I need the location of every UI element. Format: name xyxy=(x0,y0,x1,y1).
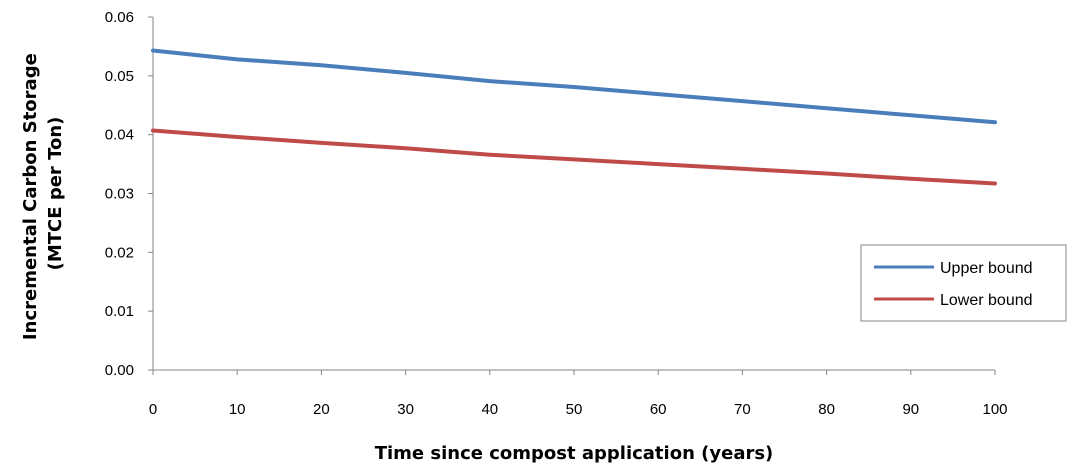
legend: Upper bound Lower bound xyxy=(860,244,1067,322)
x-tick-label: 60 xyxy=(650,401,667,418)
x-tick-label: 80 xyxy=(818,401,835,418)
x-tick-label: 40 xyxy=(481,401,498,418)
y-axis-title-line-1: Incremental Carbon Storage xyxy=(20,53,41,340)
series-line-upper-bound xyxy=(151,48,997,125)
y-tick-label: 0.03 xyxy=(105,186,134,203)
x-tick-label: 20 xyxy=(313,401,330,418)
y-axis-title-line-2: (MTCE per Ton) xyxy=(45,117,66,271)
x-tick-label: 10 xyxy=(229,401,246,418)
y-tick-label: 0.00 xyxy=(105,362,134,379)
legend-box xyxy=(860,244,1067,322)
x-tick-label: 100 xyxy=(982,401,1007,418)
x-axis-title: Time since compost application (years) xyxy=(375,443,774,464)
y-tick-label: 0.06 xyxy=(105,9,134,26)
legend-label-upper-bound: Upper bound xyxy=(940,260,1033,277)
legend-label-lower-bound: Lower bound xyxy=(940,292,1033,309)
series-line-lower-bound xyxy=(151,128,997,186)
y-tick-label: 0.05 xyxy=(105,68,134,85)
series-lines xyxy=(151,48,997,186)
y-tick-label: 0.01 xyxy=(105,303,134,320)
x-tick-label: 30 xyxy=(397,401,414,418)
x-tick-label: 70 xyxy=(734,401,751,418)
y-axis-ticks: 0.00 0.01 0.02 0.03 0.04 0.05 0.06 xyxy=(105,9,153,379)
x-tick-label: 50 xyxy=(566,401,583,418)
x-tick-label: 90 xyxy=(902,401,919,418)
y-axis-title: Incremental Carbon Storage (MTCE per Ton… xyxy=(20,47,66,340)
y-tick-label: 0.04 xyxy=(105,127,134,144)
y-tick-label: 0.02 xyxy=(105,244,134,261)
x-tick-label: 0 xyxy=(149,401,157,418)
x-axis-ticks: 0 10 20 30 40 50 60 70 80 90 100 xyxy=(149,370,1008,418)
